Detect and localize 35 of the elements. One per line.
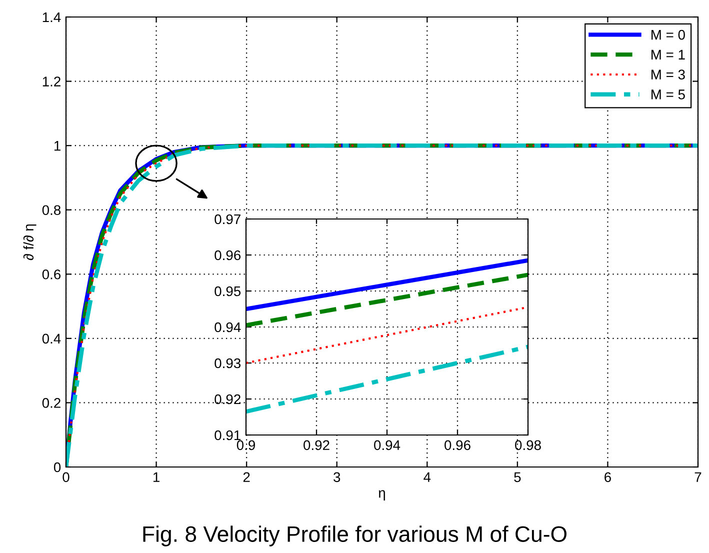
y-tick-label: 0.96: [214, 250, 241, 260]
legend-label: M = 0: [652, 30, 685, 40]
y-tick-label: 0.92: [214, 394, 240, 404]
x-tick-label: 5: [514, 472, 521, 482]
y-tick-label: 0.8: [42, 205, 61, 216]
y-tick-label: 0.2: [42, 398, 60, 408]
legend-label: M = 3: [652, 70, 685, 80]
y-tick-label: 0.94: [214, 322, 241, 332]
x-tick-label: 0.92: [304, 440, 330, 450]
y-tick-label: 0.95: [214, 286, 241, 296]
x-tick-label: 7: [694, 472, 702, 482]
legend-label: M = 1: [652, 50, 685, 60]
y-tick-label: 0.97: [214, 214, 240, 224]
x-tick-label: 0.96: [444, 440, 470, 450]
y-axis-title: ∂ f/∂ η: [23, 224, 36, 260]
y-tick-label: 0.93: [214, 358, 241, 368]
x-tick-label: 0.98: [515, 440, 541, 450]
x-axis-title: η: [378, 490, 385, 501]
x-tick-label: 6: [604, 472, 611, 482]
x-tick-label: 4: [424, 472, 431, 482]
y-tick-label: 0.4: [42, 334, 61, 344]
x-tick-label: 0: [62, 472, 70, 482]
x-tick-label: 1: [153, 472, 160, 482]
x-tick-label: 3: [334, 472, 340, 482]
y-tick-label: 0.91: [214, 430, 240, 440]
x-tick-label: 2: [243, 472, 250, 482]
y-tick-label: 1.4: [42, 12, 61, 22]
x-tick-label: 0.9: [236, 440, 255, 450]
x-tick-label: 0.94: [374, 440, 400, 450]
legend-label: M = 5: [652, 90, 685, 100]
y-tick-label: 1.2: [42, 76, 60, 86]
y-tick-label: 0: [54, 462, 61, 472]
caption: Fig. 8 Velocity Profile for various M of Cu-O: [143, 526, 566, 546]
y-tick-label: 1: [54, 141, 60, 151]
y-tick-label: 0.6: [42, 269, 61, 280]
